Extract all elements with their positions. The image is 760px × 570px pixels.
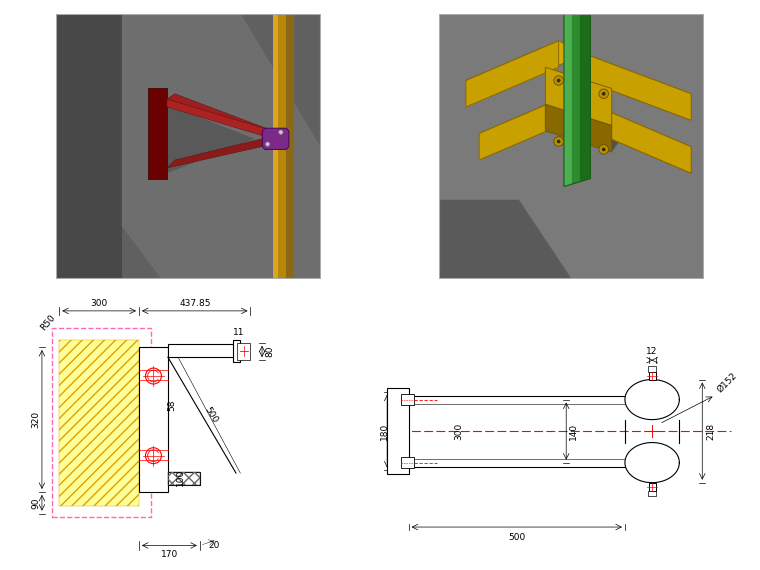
- Text: 500: 500: [508, 533, 525, 542]
- Polygon shape: [55, 14, 122, 107]
- Polygon shape: [479, 93, 572, 160]
- Bar: [401, 457, 414, 469]
- Text: 300: 300: [90, 299, 108, 308]
- Polygon shape: [585, 54, 691, 120]
- Polygon shape: [167, 104, 255, 173]
- Polygon shape: [546, 104, 612, 152]
- Polygon shape: [122, 14, 321, 279]
- Polygon shape: [466, 41, 585, 93]
- Polygon shape: [273, 14, 294, 279]
- Text: 218: 218: [707, 422, 716, 439]
- Polygon shape: [598, 107, 691, 173]
- Polygon shape: [546, 67, 612, 125]
- Polygon shape: [625, 380, 679, 420]
- Polygon shape: [598, 107, 691, 173]
- Text: 90: 90: [32, 497, 40, 508]
- Text: 437.85: 437.85: [179, 299, 211, 308]
- Text: 500: 500: [203, 405, 220, 425]
- Text: 11: 11: [233, 328, 245, 337]
- Polygon shape: [466, 41, 559, 107]
- Polygon shape: [167, 136, 273, 168]
- Circle shape: [557, 140, 561, 143]
- Bar: [168, 344, 237, 357]
- Bar: [59, 340, 139, 506]
- Text: Ø152: Ø152: [715, 370, 739, 394]
- Text: 300: 300: [454, 422, 464, 439]
- Bar: [139, 347, 168, 492]
- Circle shape: [599, 145, 609, 154]
- Bar: [648, 483, 656, 491]
- Polygon shape: [564, 1, 572, 186]
- Circle shape: [145, 447, 161, 463]
- Bar: [52, 328, 150, 516]
- Polygon shape: [273, 14, 287, 279]
- Polygon shape: [273, 14, 278, 279]
- Circle shape: [554, 76, 563, 86]
- Bar: [401, 394, 414, 405]
- Circle shape: [279, 130, 283, 135]
- Bar: [233, 340, 240, 361]
- Bar: [648, 372, 656, 380]
- Polygon shape: [564, 1, 591, 186]
- Text: 170: 170: [161, 550, 178, 559]
- Text: 100: 100: [176, 469, 185, 486]
- Polygon shape: [625, 442, 679, 483]
- Text: 58: 58: [168, 399, 177, 411]
- Text: 180: 180: [380, 422, 389, 439]
- Text: 80: 80: [265, 345, 274, 357]
- Polygon shape: [479, 93, 598, 146]
- Circle shape: [602, 148, 606, 151]
- Circle shape: [599, 89, 609, 99]
- Polygon shape: [148, 88, 167, 178]
- Polygon shape: [439, 200, 572, 279]
- Bar: [237, 343, 251, 360]
- Polygon shape: [167, 93, 273, 139]
- Polygon shape: [262, 128, 289, 149]
- Bar: [59, 340, 139, 506]
- Circle shape: [265, 142, 270, 146]
- Text: 320: 320: [32, 411, 40, 428]
- Text: 140: 140: [569, 422, 578, 439]
- Bar: [648, 366, 657, 372]
- Bar: [648, 491, 657, 496]
- Polygon shape: [546, 112, 625, 152]
- Polygon shape: [122, 14, 321, 279]
- Text: 12: 12: [647, 347, 658, 356]
- Polygon shape: [167, 99, 273, 139]
- Circle shape: [554, 137, 563, 146]
- Polygon shape: [585, 54, 691, 120]
- Bar: [387, 388, 409, 474]
- Circle shape: [557, 79, 561, 83]
- Polygon shape: [55, 14, 122, 279]
- Circle shape: [145, 368, 161, 384]
- Polygon shape: [564, 1, 580, 186]
- Text: 20: 20: [208, 541, 220, 550]
- Circle shape: [602, 92, 606, 96]
- Bar: [168, 471, 200, 484]
- Bar: [168, 471, 200, 484]
- Text: R50: R50: [39, 313, 57, 332]
